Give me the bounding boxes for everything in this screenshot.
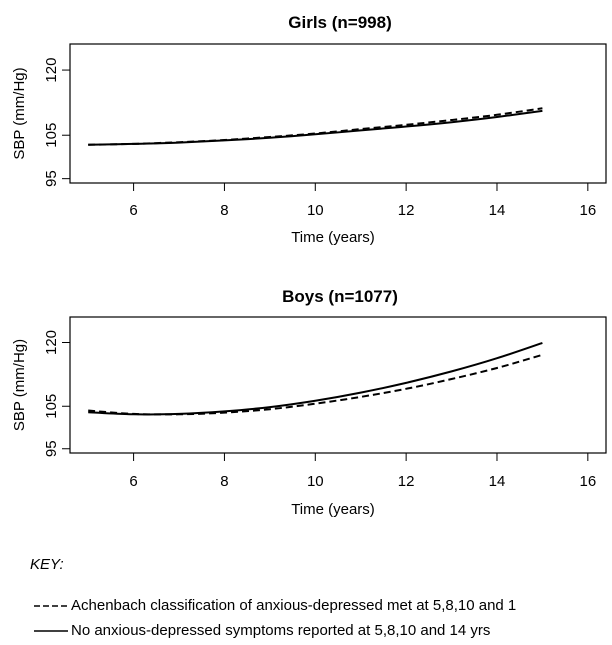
legend-label-solid: No anxious-depressed symptoms reported a… xyxy=(71,622,491,639)
boys-x-tick-label: 6 xyxy=(129,473,137,490)
legend-item-solid: No anxious-depressed symptoms reported a… xyxy=(34,622,490,639)
girls-x-tick-label: 10 xyxy=(307,202,324,219)
boys-plot-frame xyxy=(69,316,607,454)
boys-y-tick-label: 120 xyxy=(43,330,60,355)
boys-y-axis-label: SBP (mm/Hg) xyxy=(11,339,28,431)
girls-x-tick-label: 6 xyxy=(129,202,137,219)
girls-y-tick-label: 95 xyxy=(43,170,60,187)
key-heading: KEY: xyxy=(30,556,64,573)
girls-plot-frame xyxy=(69,43,607,184)
boys-x-tick-label: 10 xyxy=(307,473,324,490)
legend-label-dashed: Achenbach classification of anxious-depr… xyxy=(71,597,517,614)
girls-x-axis-label: Time (years) xyxy=(291,229,375,246)
boys-title: Boys (n=1077) xyxy=(282,287,398,306)
girls-y-tick-label: 120 xyxy=(43,58,60,83)
legend-swatch-solid xyxy=(34,630,68,632)
legend-swatch-dashed xyxy=(34,605,68,607)
boys-series-dashed xyxy=(88,353,543,416)
girls-series-dashed xyxy=(88,107,543,146)
boys-x-tick-label: 12 xyxy=(398,473,415,490)
girls-y-tick-label: 105 xyxy=(43,123,60,148)
girls-x-tick-label: 8 xyxy=(220,202,228,219)
boys-x-tick-label: 16 xyxy=(579,473,596,490)
boys-panel: Boys (n=1077) 6 8 10 12 14 16 95 105 120 Time (yea… xyxy=(11,287,607,518)
legend-item-dashed: Achenbach classification of anxious-depr… xyxy=(34,597,516,614)
girls-panel: Girls (n=998) 6 8 10 12 14 16 95 105 120 Time (yea… xyxy=(11,13,607,246)
boys-series-solid xyxy=(88,341,543,416)
girls-x-tick-label: 16 xyxy=(579,202,596,219)
boys-x-tick-label: 8 xyxy=(220,473,228,490)
girls-series-solid xyxy=(88,109,543,146)
girls-title: Girls (n=998) xyxy=(288,13,391,32)
girls-y-axis-label: SBP (mm/Hg) xyxy=(11,67,28,159)
girls-x-tick-label: 14 xyxy=(489,202,506,219)
boys-y-tick-label: 105 xyxy=(43,394,60,419)
boys-x-tick-label: 14 xyxy=(489,473,506,490)
boys-y-tick-label: 95 xyxy=(43,440,60,457)
boys-x-axis-label: Time (years) xyxy=(291,501,375,518)
girls-x-tick-label: 12 xyxy=(398,202,415,219)
